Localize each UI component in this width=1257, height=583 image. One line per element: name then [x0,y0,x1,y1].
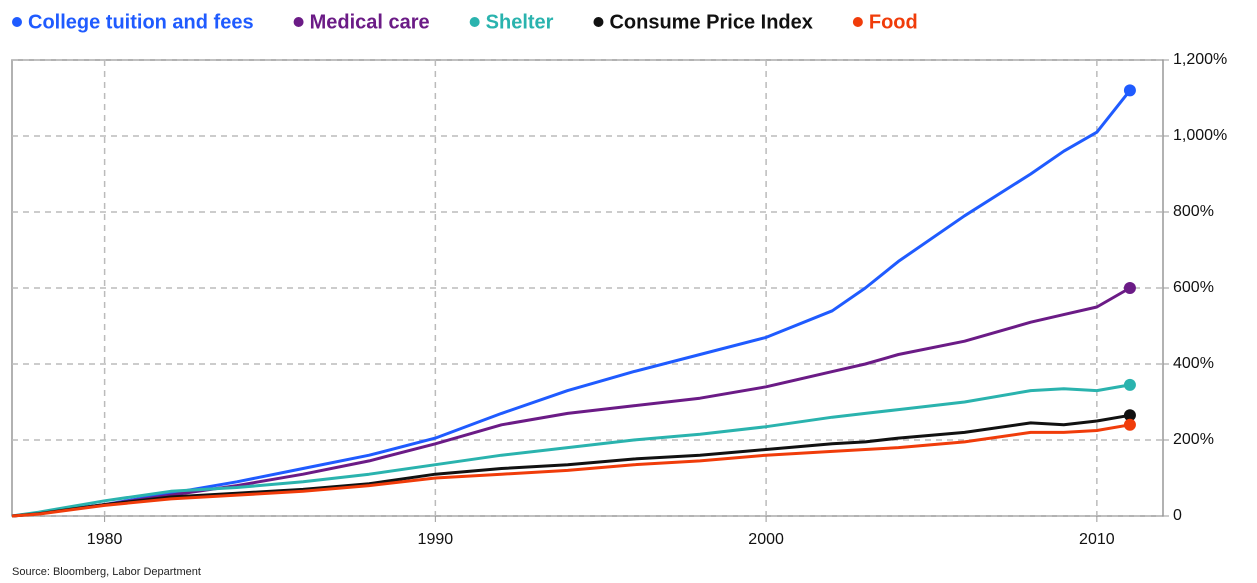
x-tick-label: 1990 [418,531,454,548]
legend-dot [12,17,22,27]
y-tick-label: 800% [1173,203,1214,220]
source-note: Source: Bloomberg, Labor Department [12,566,201,578]
legend-label: Shelter [486,11,554,33]
series-line [11,286,1131,518]
x-tick-label: 1980 [87,531,123,548]
end-dot [1123,418,1136,431]
legend-dot [593,17,604,27]
legend-label: College tuition and fees [28,11,254,33]
x-tick-label: 2010 [1079,531,1115,548]
x-tick-label: 2000 [748,531,784,548]
y-tick-label: 600% [1173,279,1214,296]
end-dot [1123,84,1136,97]
end-dot [1123,282,1136,294]
legend-dot [469,17,480,27]
y-tick-label: 1,000% [1173,127,1227,144]
legend-label: Food [869,11,918,33]
y-tick-label: 0 [1173,507,1182,524]
series-line [11,423,1131,518]
series-line [11,89,1132,518]
y-tick-label: 200% [1173,431,1214,448]
series-line [11,383,1131,518]
end-dot [1123,378,1136,391]
end-dot [1123,409,1136,422]
legend-dot [852,17,863,27]
series-line [11,413,1131,518]
y-tick-label: 1,200% [1173,51,1227,68]
legend-label: Medical care [310,11,430,33]
legend-dot [293,17,304,27]
legend-label: Consume Price Index [609,11,812,33]
y-tick-label: 400% [1173,355,1214,372]
